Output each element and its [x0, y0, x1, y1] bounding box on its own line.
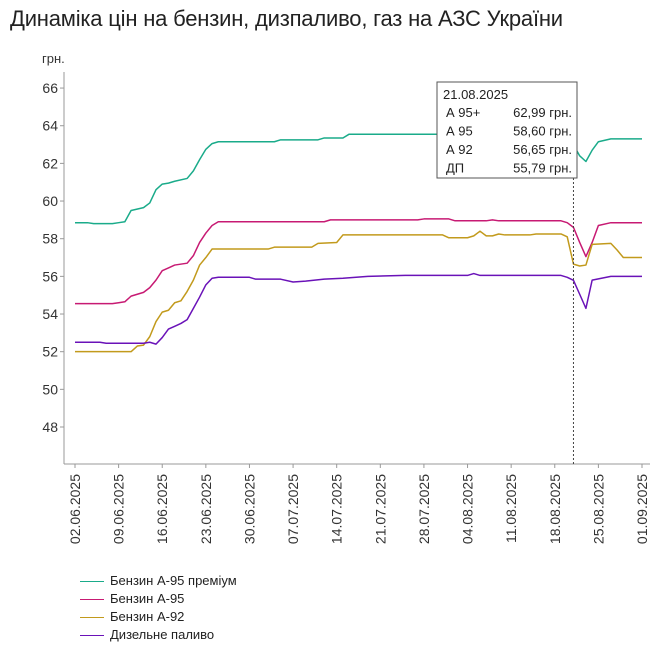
legend-item: Бензин А-95 преміум: [80, 572, 237, 590]
legend-swatch: [80, 598, 104, 600]
y-tick-label: 50: [42, 381, 58, 397]
x-tick-label: 07.07.2025: [285, 474, 301, 544]
tooltip-row-value: 62,99 грн.: [513, 105, 572, 120]
y-tick-label: 64: [42, 118, 58, 134]
x-tick-label: 11.08.2025: [503, 474, 519, 543]
x-tick-label: 02.06.2025: [67, 474, 83, 544]
x-tick-label: 28.07.2025: [416, 474, 432, 544]
tooltip-row-value: 56,65 грн.: [513, 142, 572, 157]
x-tick-label: 01.09.2025: [634, 474, 650, 544]
y-tick-label: 62: [42, 155, 58, 171]
x-tick-label: 09.06.2025: [111, 474, 127, 544]
legend-item: Бензин А-95: [80, 590, 237, 608]
y-tick-label: 56: [42, 268, 58, 284]
chart-axes: грн. 48 50 52 54 56 58 60 62 64 66 02.06.2025 09.06.…: [42, 51, 650, 544]
tooltip-row-label: ДП: [446, 161, 464, 176]
y-tick-label: 48: [42, 419, 58, 435]
legend-label: Дизельне паливо: [110, 627, 215, 642]
tooltip-row-value: 58,60 грн.: [513, 124, 572, 139]
page-title: Динаміка цін на бензин, дизпаливо, газ н…: [10, 6, 563, 31]
y-tick-label: 58: [42, 231, 58, 247]
legend-item: Дизельне паливо: [80, 626, 237, 644]
y-axis-unit-label: грн.: [42, 51, 65, 66]
legend-swatch: [80, 580, 104, 582]
y-tick-label: 66: [42, 80, 58, 96]
legend-swatch: [80, 634, 104, 636]
legend-label: Бензин А-92: [110, 609, 185, 624]
tooltip-date: 21.08.2025: [443, 87, 508, 102]
legend-label: Бензин А-95 преміум: [110, 573, 237, 588]
x-tick-label: 30.06.2025: [241, 474, 257, 544]
legend-label: Бензин А-95: [110, 591, 185, 606]
legend-swatch: [80, 616, 104, 618]
tooltip-row-value: 55,79 грн.: [513, 161, 572, 176]
price-line-chart: грн. 48 50 52 54 56 58 60 62 64 66 02.06.2025 09.06.…: [42, 51, 650, 544]
series-line: [75, 272, 642, 345]
y-tick-label: 54: [42, 306, 58, 322]
y-tick-label: 52: [42, 344, 58, 360]
tooltip-row-label: А 95+: [446, 105, 480, 120]
tooltip-row-label: А 95: [446, 124, 473, 139]
series-line: [75, 218, 642, 305]
hover-tooltip: 21.08.2025 А 95+ 62,99 грн. А 95 58,60 грн. А…: [436, 81, 578, 464]
x-tick-label: 23.06.2025: [198, 474, 214, 544]
x-tick-label: 18.08.2025: [547, 474, 563, 544]
y-tick-label: 60: [42, 193, 58, 209]
tooltip-box: [436, 81, 578, 179]
x-tick-label: 14.07.2025: [329, 474, 345, 544]
x-tick-label: 25.08.2025: [590, 474, 606, 544]
x-tick-label: 21.07.2025: [372, 474, 388, 544]
tooltip-row-label: А 92: [446, 142, 473, 157]
x-tick-label: 04.08.2025: [460, 474, 476, 544]
series-line: [75, 230, 642, 353]
legend-item: Бензин А-92: [80, 608, 237, 626]
legend: Бензин А-95 преміум Бензин А-95 Бензин А-9…: [80, 572, 237, 644]
x-tick-label: 16.06.2025: [154, 474, 170, 544]
